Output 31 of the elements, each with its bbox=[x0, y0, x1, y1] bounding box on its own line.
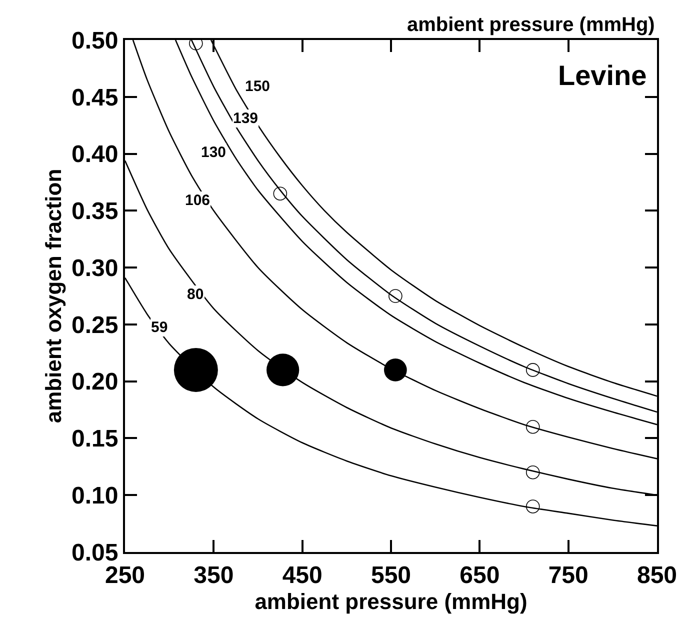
y-tick-label: 0.40 bbox=[71, 141, 118, 168]
x-tick-label: 850 bbox=[636, 562, 678, 589]
y-tick-label: 0.45 bbox=[71, 84, 118, 112]
x-tick-label: 650 bbox=[460, 562, 500, 589]
point bbox=[526, 500, 540, 514]
x-tick-label: 550 bbox=[370, 562, 412, 589]
y-tick-label: 0.15 bbox=[71, 426, 118, 453]
y-tick-label: 0.10 bbox=[71, 482, 118, 510]
series-label: 59 bbox=[151, 319, 168, 336]
series-label: 80 bbox=[187, 286, 204, 303]
point bbox=[526, 465, 540, 480]
point bbox=[526, 363, 540, 377]
series-label: 106 bbox=[185, 192, 210, 209]
series-label: 130 bbox=[201, 144, 226, 161]
x-tick-label: 450 bbox=[282, 562, 322, 589]
y-tick-label: 0.30 bbox=[71, 254, 118, 282]
y-tick-label: 0.35 bbox=[71, 198, 118, 226]
y-tick-label: 0.50 bbox=[71, 27, 118, 54]
y-tick-label: 0.25 bbox=[71, 312, 118, 339]
point bbox=[273, 186, 288, 200]
x-tick-label: 750 bbox=[548, 562, 588, 589]
point bbox=[526, 420, 540, 434]
series-label: 150 bbox=[245, 78, 270, 95]
x-tick-label: 350 bbox=[194, 562, 234, 589]
series-label: 139 bbox=[233, 110, 258, 127]
annotation: Levine bbox=[558, 60, 647, 91]
x-axis-title: ambient pressure (mmHg) bbox=[254, 588, 528, 614]
y-tick-label: 0.20 bbox=[71, 368, 118, 396]
text: ambient pressure (mmHg) bbox=[407, 14, 655, 36]
point bbox=[388, 289, 402, 303]
y-axis-title: ambient oxygen fraction bbox=[40, 168, 66, 424]
